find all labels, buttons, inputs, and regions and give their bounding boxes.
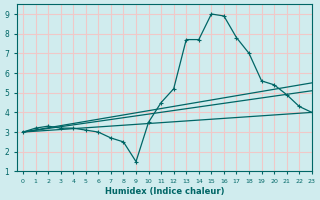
X-axis label: Humidex (Indice chaleur): Humidex (Indice chaleur) — [105, 187, 224, 196]
